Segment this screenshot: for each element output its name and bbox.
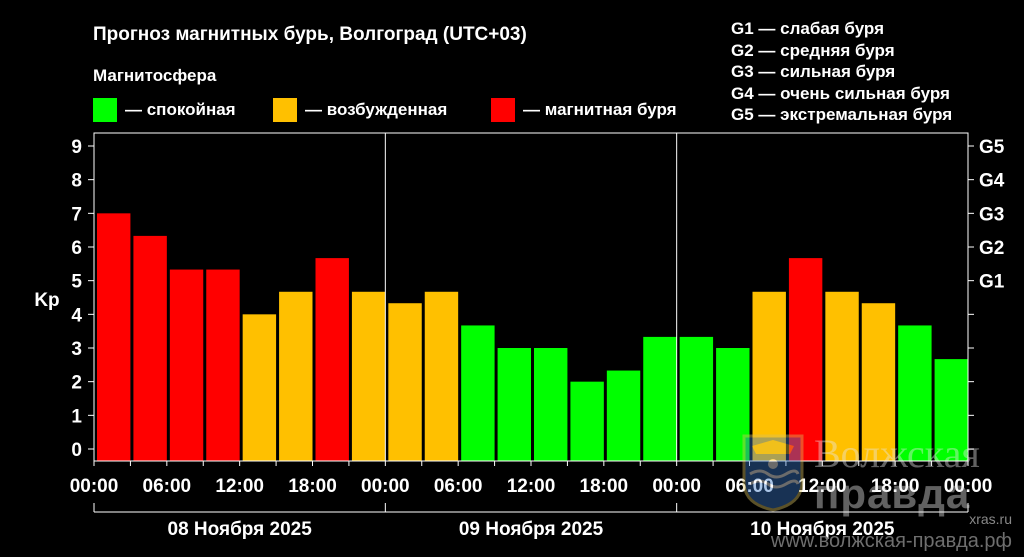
bar: [388, 303, 422, 461]
y-tick-label: 8: [71, 171, 82, 192]
bar: [351, 291, 386, 461]
day-label: 08 Ноября 2025: [168, 519, 313, 540]
bar: [788, 258, 823, 461]
bar: [861, 303, 896, 461]
g-legend-g2: G2 — средняя буря: [731, 40, 895, 60]
bar: [679, 336, 714, 461]
x-tick-label: 00:00: [361, 476, 410, 497]
y-tick-label: 7: [71, 204, 82, 225]
g-legend-g4: G4 — очень сильная буря: [731, 83, 950, 103]
y-tick-label: 5: [71, 272, 82, 293]
g-legend-g3: G3 — сильная буря: [731, 62, 896, 81]
chart-title: Прогноз магнитных бурь, Волгоград (UTC+0…: [93, 24, 527, 45]
legend-item-quiet: — спокойная: [93, 97, 236, 123]
x-tick-label: 12:00: [215, 476, 264, 497]
legend-swatch-quiet: [93, 98, 117, 122]
x-tick-label: 00:00: [944, 476, 993, 497]
g-legend-g1: G1 — слабая буря: [731, 19, 885, 38]
bar: [97, 213, 131, 461]
x-tick-label: 12:00: [507, 476, 556, 497]
legend-item-storm: — магнитная буря: [491, 97, 677, 123]
y-tick-label: 2: [71, 373, 82, 394]
x-tick-label: 06:00: [434, 476, 483, 497]
x-tick-label: 18:00: [288, 476, 337, 497]
g-legend-g5: G5 — экстремальная буря: [731, 105, 953, 124]
magnetosphere-title: Магнитосфера: [93, 66, 217, 85]
y-tick-label: 9: [71, 137, 82, 158]
y-tick-label: 6: [71, 238, 82, 259]
bar: [716, 348, 750, 461]
g-tick-label: G4: [979, 171, 1005, 192]
x-tick-label: 00:00: [70, 476, 119, 497]
bar: [315, 258, 349, 461]
legend-label-quiet: — спокойная: [125, 100, 236, 119]
x-tick-label: 18:00: [580, 476, 629, 497]
bar: [206, 269, 240, 461]
legend-label-active: — возбужденная: [305, 100, 448, 119]
bar: [461, 325, 495, 461]
newspaper-emblem-icon: [742, 434, 804, 512]
g-scale-legend: G1 — слабая буря G2 — средняя буря G3 — …: [731, 18, 952, 126]
g-tick-label: G5: [979, 137, 1005, 158]
watermark: Волжская правда: [742, 428, 1012, 520]
g-tick-label: G1: [979, 272, 1005, 293]
x-tick-label: 06:00: [725, 476, 774, 497]
g-tick-label: G3: [979, 204, 1004, 225]
x-tick-label: 06:00: [143, 476, 192, 497]
bar: [643, 336, 677, 461]
y-tick-label: 4: [71, 305, 82, 326]
y-tick-label: 3: [71, 339, 82, 360]
bar: [497, 348, 531, 461]
bar: [242, 314, 277, 461]
bar: [279, 291, 313, 461]
watermark-line2: правда: [814, 470, 971, 517]
y-axis-label: Kp: [34, 290, 59, 311]
bar: [606, 370, 641, 461]
watermark-line1: Волжская: [814, 431, 980, 476]
bar: [169, 269, 204, 461]
g-tick-label: G2: [979, 238, 1004, 259]
x-tick-label: 12:00: [798, 476, 847, 497]
y-tick-label: 1: [71, 406, 82, 427]
day-label: 10 Ноября 2025: [750, 519, 895, 540]
x-tick-label: 18:00: [871, 476, 920, 497]
bar: [934, 359, 968, 461]
watermark-site-url: www.волжская-правда.рф: [770, 530, 1012, 552]
x-tick-label: 00:00: [652, 476, 701, 497]
bar: [898, 325, 932, 461]
bar: [424, 291, 459, 461]
legend-label-storm: — магнитная буря: [523, 100, 677, 119]
bar: [752, 291, 786, 461]
legend-swatch-active: [273, 98, 297, 122]
legend-swatch-storm: [491, 98, 515, 122]
bar: [570, 381, 604, 461]
bar: [825, 291, 859, 461]
bar: [534, 348, 568, 461]
watermark-site-xras: xras.ru: [969, 511, 1012, 527]
y-tick-label: 0: [71, 440, 82, 461]
legend-item-active: — возбужденная: [273, 97, 447, 123]
bar: [133, 235, 167, 461]
day-label: 09 Ноября 2025: [459, 519, 604, 540]
